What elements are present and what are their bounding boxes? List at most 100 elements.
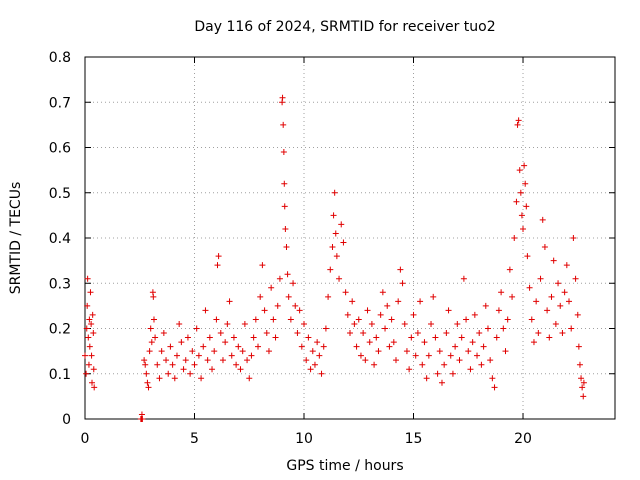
data-point [311,361,318,368]
data-point [434,370,441,377]
data-point [399,280,406,287]
data-point [476,330,483,337]
data-point [322,325,329,332]
data-point [482,302,489,309]
data-point [349,298,356,305]
data-point [239,348,246,355]
data-point [209,366,216,373]
data-point [530,339,537,346]
data-point [263,330,270,337]
data-point [546,334,553,341]
data-point [563,262,570,269]
data-point [158,348,165,355]
data-point [518,212,525,219]
data-point [89,311,96,318]
data-point [301,320,308,327]
data-point [377,311,384,318]
x-tick-label: 10 [295,431,313,447]
data-point [89,379,96,386]
data-point [568,325,575,332]
data-point [552,320,559,327]
y-tick-label: 0.8 [49,50,71,66]
data-point [526,284,533,291]
data-point [460,275,467,282]
data-point [217,330,224,337]
data-point [436,348,443,355]
data-point [314,339,321,346]
data-point [189,348,196,355]
y-tick-label: 0.2 [49,322,71,338]
data-point [292,302,299,309]
data-point [327,266,334,273]
data-point [520,225,527,232]
data-point [325,293,332,300]
data-point [233,361,240,368]
data-point [91,384,98,391]
data-point [438,379,445,386]
data-point [357,352,364,359]
data-point [228,352,235,359]
x-tick-label: 15 [405,431,423,447]
data-point [316,352,323,359]
data-point [279,94,286,101]
data-point [141,357,148,364]
data-point [574,311,581,318]
data-point [456,357,463,364]
data-points [82,94,587,422]
data-point [388,316,395,323]
data-point [222,339,229,346]
data-point [406,366,413,373]
data-point [284,271,291,278]
data-point [474,352,481,359]
data-point [379,289,386,296]
data-point [392,357,399,364]
data-point [441,361,448,368]
data-point [364,307,371,314]
data-point [580,393,587,400]
chart-title: Day 116 of 2024, SRMTID for receiver tuo… [194,19,495,35]
data-point [255,343,262,350]
data-point [180,366,187,373]
data-point [397,266,404,273]
data-point [202,307,209,314]
data-point [145,384,152,391]
data-point [353,343,360,350]
data-point [454,320,461,327]
data-point [213,316,220,323]
data-point [417,298,424,305]
data-point [478,361,485,368]
y-axis-label: SRMTID / TECUs [8,182,24,295]
data-point [572,275,579,282]
data-point [148,339,155,346]
data-point [515,117,522,124]
data-point [517,189,524,196]
data-point [152,334,159,341]
data-point [320,343,327,350]
data-point [342,289,349,296]
data-point [259,262,266,269]
data-point [184,334,191,341]
data-point [287,316,294,323]
data-point [360,330,367,337]
x-tick-label: 20 [514,431,532,447]
data-point [384,302,391,309]
data-point [412,352,419,359]
data-point [484,325,491,332]
data-point [548,293,555,300]
data-point [332,230,339,237]
y-tick-label: 0.5 [49,186,71,202]
data-point [195,352,202,359]
data-point [280,149,287,156]
data-point [150,316,157,323]
data-point [445,307,452,314]
data-point [165,370,172,377]
data-point [246,375,253,382]
data-point [506,266,513,273]
data-point [248,352,255,359]
data-point [463,316,470,323]
data-point [84,302,91,309]
data-point [215,253,222,260]
data-point [514,121,521,128]
data-point [537,275,544,282]
